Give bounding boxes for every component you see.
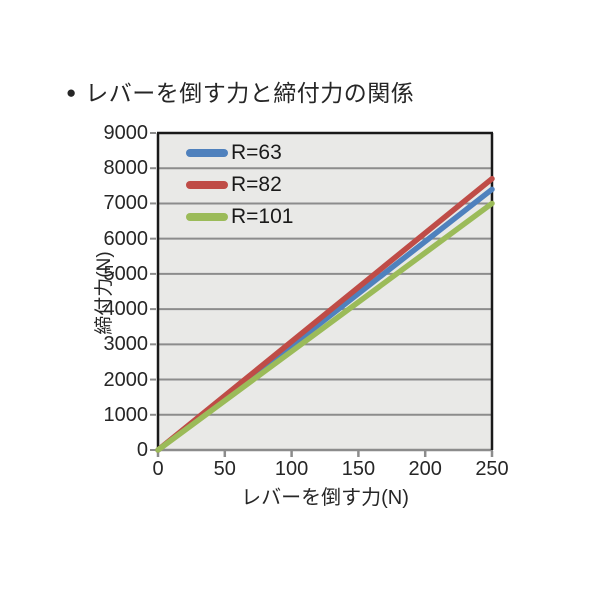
legend-item: R=82 — [186, 173, 293, 196]
y-tick-label: 0 — [136, 439, 148, 461]
x-tick-label: 100 — [274, 458, 309, 480]
legend-label: R=82 — [231, 172, 282, 196]
legend-label: R=63 — [231, 140, 282, 164]
y-tick-label: 4000 — [103, 298, 149, 321]
legend-item: R=101 — [186, 205, 293, 228]
y-tick-label: 5000 — [103, 262, 149, 285]
legend: R=63 R=82 R=101 — [186, 141, 293, 237]
legend-item: R=63 — [186, 141, 293, 164]
x-tick-label: 0 — [152, 458, 164, 480]
y-tick-label: 3000 — [103, 333, 149, 356]
bullet-icon: ● — [66, 82, 77, 102]
x-tick-label: 250 — [475, 458, 509, 480]
x-tick-label: 200 — [408, 458, 442, 480]
y-tick-label: 7000 — [103, 192, 149, 215]
legend-line-marker — [186, 148, 228, 157]
x-axis-title: レバーを倒す力(N) — [241, 487, 409, 509]
y-tick-label: 1000 — [103, 403, 149, 426]
x-tick-label: 150 — [341, 458, 376, 480]
x-tick-label: 50 — [213, 458, 236, 480]
y-tick-label: 6000 — [103, 227, 149, 250]
chart-title: ● レバーを倒す力と締付力の関係 — [66, 74, 414, 108]
y-tick-label: 2000 — [103, 368, 149, 391]
series-line-R101 — [155, 200, 495, 453]
y-tick-label: 8000 — [103, 157, 149, 180]
y-axis-title: 締付力(N) — [94, 251, 115, 335]
legend-label: R=101 — [231, 204, 294, 228]
y-tick-label: 9000 — [103, 122, 149, 144]
legend-line-marker — [186, 180, 228, 189]
chart-title-text: レバーを倒す力と締付力の関係 — [85, 80, 415, 106]
legend-line-marker — [186, 212, 228, 221]
series-line-R82 — [155, 176, 495, 453]
